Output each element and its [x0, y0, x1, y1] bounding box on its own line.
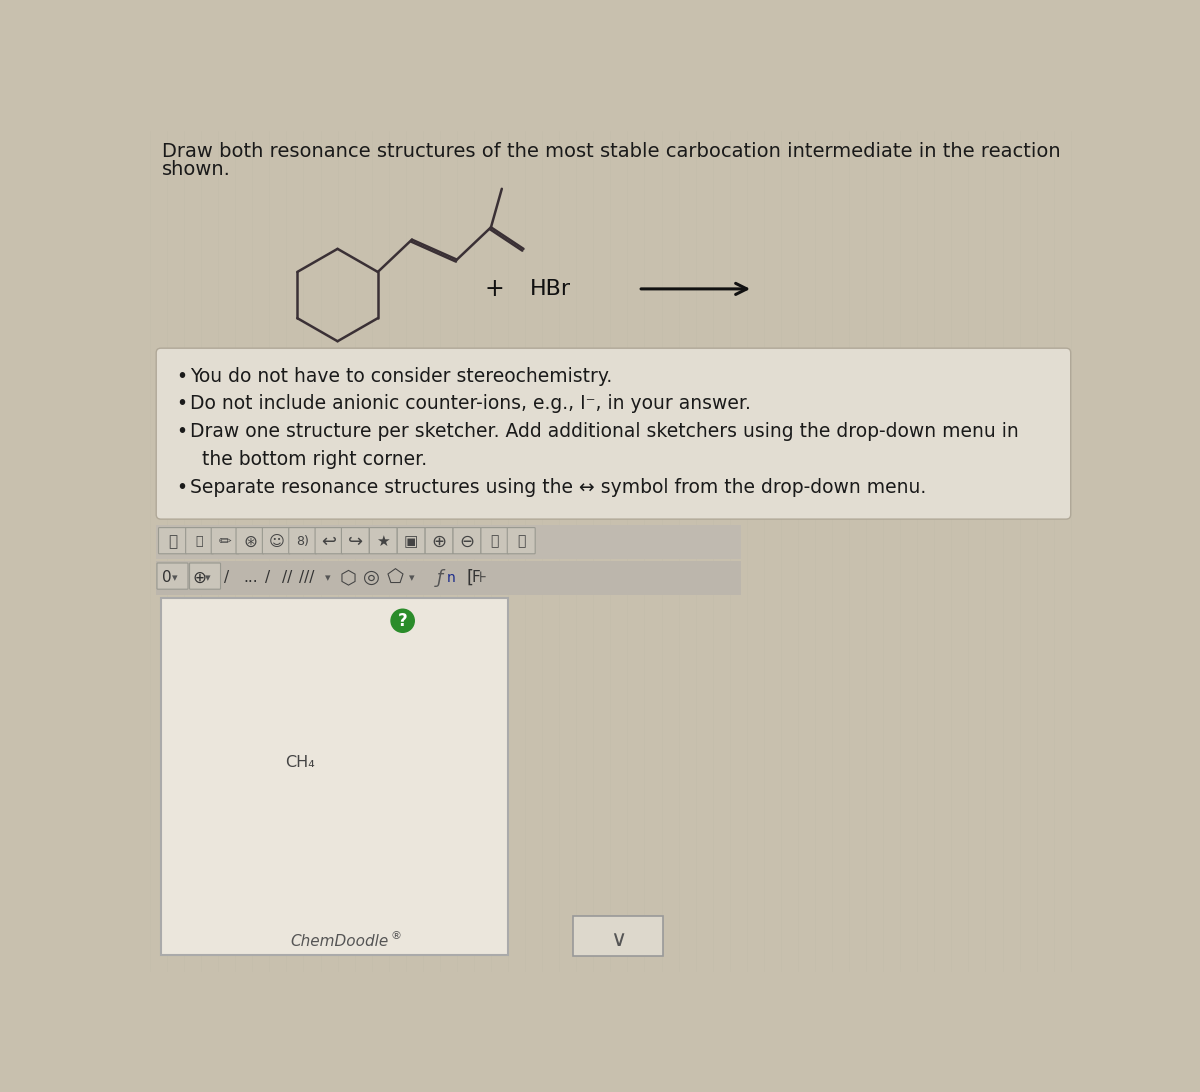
FancyBboxPatch shape	[263, 527, 290, 554]
Text: ✏: ✏	[218, 534, 232, 549]
Text: n: n	[446, 571, 456, 584]
Bar	[161, 597, 508, 954]
FancyBboxPatch shape	[289, 527, 317, 554]
Text: shown.: shown.	[162, 161, 232, 179]
FancyBboxPatch shape	[316, 527, 343, 554]
FancyBboxPatch shape	[186, 527, 214, 554]
Text: ®: ®	[390, 931, 401, 941]
FancyBboxPatch shape	[190, 563, 221, 590]
Text: F: F	[472, 570, 480, 585]
Text: 🔍: 🔍	[491, 534, 499, 548]
Text: ƒ: ƒ	[437, 569, 443, 586]
Text: ///: ///	[299, 570, 314, 585]
Text: ★: ★	[377, 534, 390, 549]
FancyBboxPatch shape	[156, 348, 1070, 519]
Text: Draw both resonance structures of the most stable carbocation intermediate in th: Draw both resonance structures of the mo…	[162, 142, 1061, 161]
Text: ▾: ▾	[325, 572, 331, 583]
Text: •: •	[176, 423, 187, 441]
Text: Separate resonance structures using the ↔ symbol from the drop-down menu.: Separate resonance structures using the …	[191, 477, 926, 497]
Text: Do not include anionic counter-ions, e.g., I⁻, in your answer.: Do not include anionic counter-ions, e.g…	[191, 394, 751, 414]
Text: [: [	[466, 569, 473, 586]
Text: +: +	[485, 277, 504, 301]
Text: ?: ?	[397, 612, 408, 630]
Text: Draw one structure per sketcher. Add additional sketchers using the drop-down me: Draw one structure per sketcher. Add add…	[191, 423, 1019, 441]
Bar	[574, 916, 664, 957]
FancyBboxPatch shape	[211, 527, 239, 554]
Text: ∨: ∨	[610, 929, 626, 950]
FancyBboxPatch shape	[342, 527, 370, 554]
Text: ...: ...	[242, 570, 258, 585]
Text: ▾: ▾	[409, 572, 414, 583]
Text: /: /	[224, 570, 229, 585]
Text: •: •	[176, 394, 187, 414]
Text: ▾: ▾	[172, 572, 178, 583]
FancyBboxPatch shape	[157, 563, 188, 590]
Text: /: /	[265, 570, 270, 585]
Text: ☺: ☺	[269, 534, 284, 549]
Text: ⊛: ⊛	[244, 533, 257, 550]
Text: •: •	[176, 367, 187, 385]
Text: •: •	[176, 477, 187, 497]
FancyBboxPatch shape	[481, 527, 509, 554]
Text: You do not have to consider stereochemistry.: You do not have to consider stereochemis…	[191, 367, 612, 385]
Bar	[156, 560, 742, 594]
Text: CH₄: CH₄	[286, 755, 316, 770]
FancyBboxPatch shape	[236, 527, 264, 554]
FancyBboxPatch shape	[508, 527, 535, 554]
FancyBboxPatch shape	[425, 527, 454, 554]
Text: ChemDoodle: ChemDoodle	[290, 934, 389, 949]
Text: ✋: ✋	[168, 534, 178, 549]
Text: ▣: ▣	[404, 534, 419, 549]
Text: 8): 8)	[296, 535, 310, 548]
Bar	[156, 525, 742, 559]
Text: 0: 0	[162, 570, 172, 585]
FancyBboxPatch shape	[454, 527, 481, 554]
FancyBboxPatch shape	[397, 527, 425, 554]
Text: ⬡: ⬡	[340, 568, 356, 587]
Circle shape	[391, 609, 414, 632]
Text: ⬠: ⬠	[386, 568, 403, 587]
Text: ⊕: ⊕	[432, 533, 446, 550]
Text: ⊦: ⊦	[479, 570, 487, 585]
Text: ⊕: ⊕	[193, 569, 206, 586]
FancyBboxPatch shape	[158, 527, 186, 554]
Text: ◎: ◎	[364, 568, 380, 587]
Text: ↪: ↪	[348, 533, 362, 550]
Text: HBr: HBr	[529, 278, 571, 299]
Text: ↩: ↩	[322, 533, 336, 550]
Text: ⊖: ⊖	[460, 533, 474, 550]
Text: the bottom right corner.: the bottom right corner.	[191, 450, 427, 468]
Text: ▾: ▾	[204, 572, 210, 583]
Text: 🗂: 🗂	[196, 535, 203, 548]
Text: //: //	[282, 570, 292, 585]
FancyBboxPatch shape	[370, 527, 397, 554]
Text: 🌿: 🌿	[517, 534, 526, 548]
